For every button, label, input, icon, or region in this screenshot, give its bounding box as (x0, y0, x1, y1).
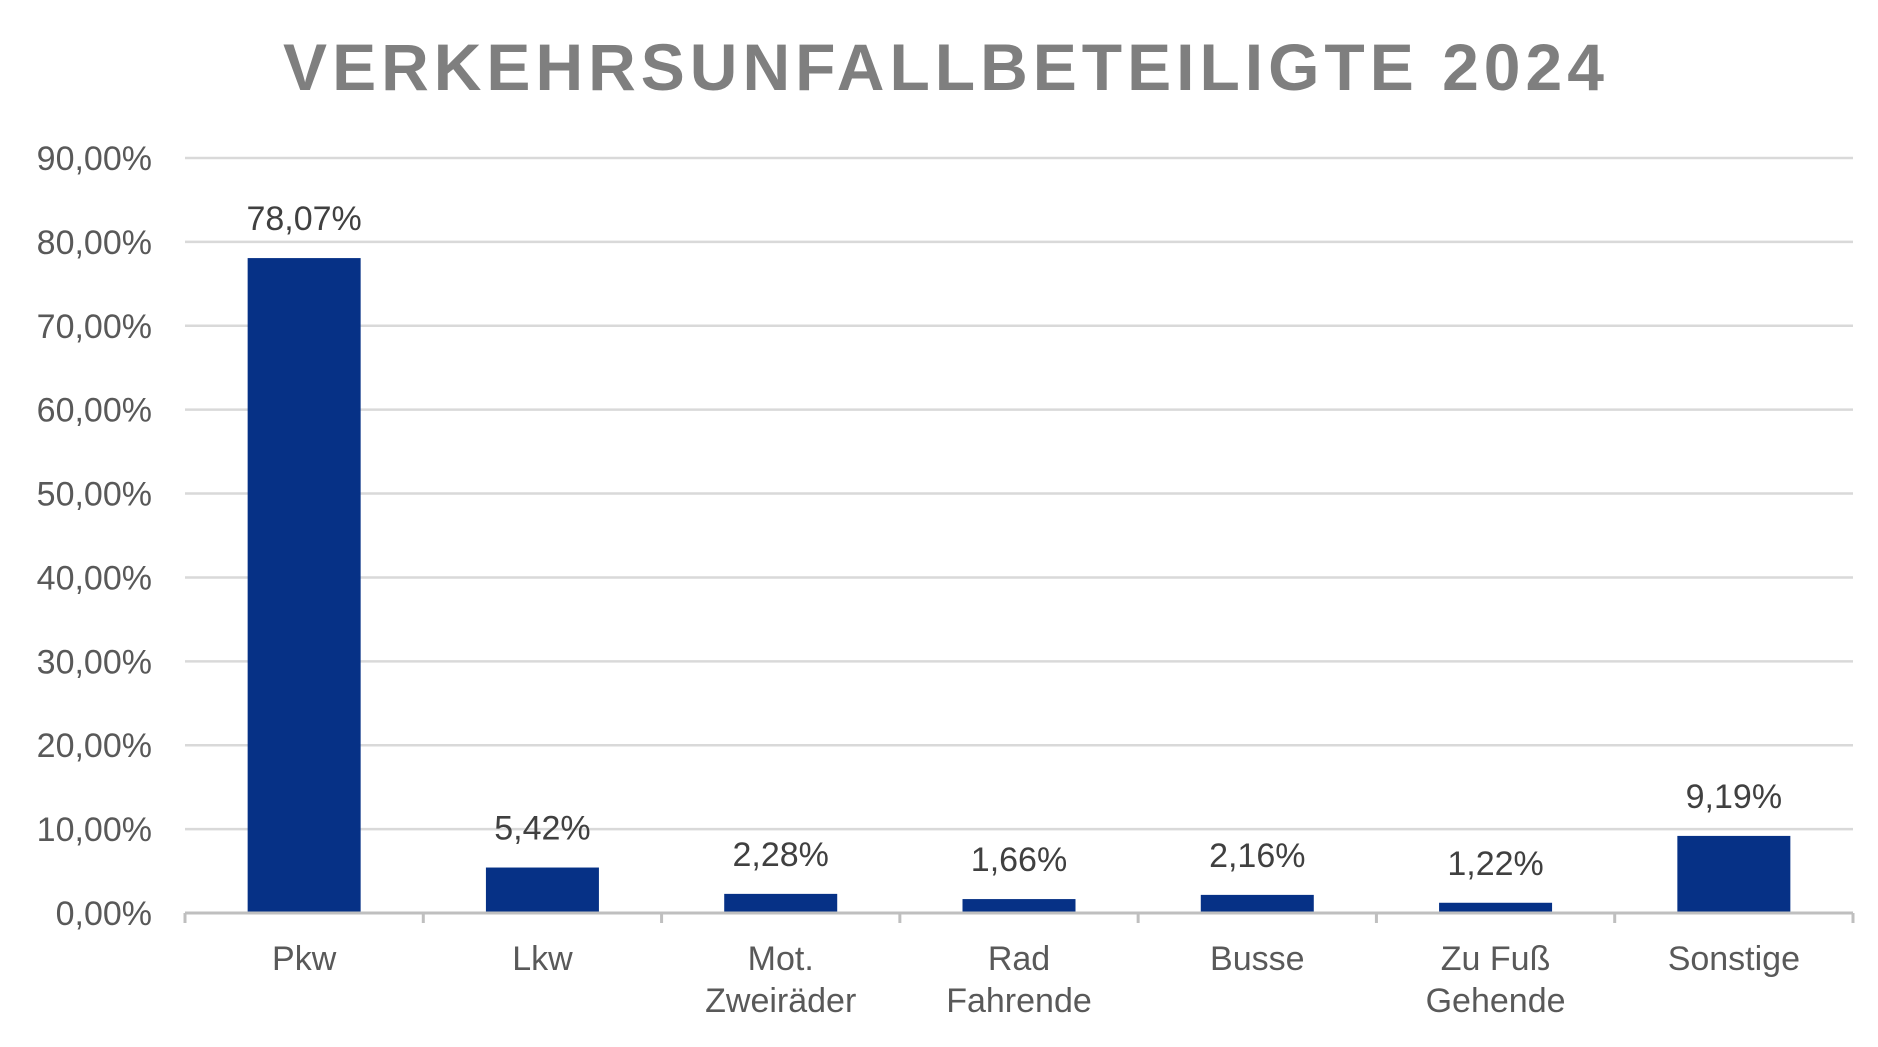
y-tick-label: 0,00% (56, 895, 152, 933)
x-tick-label: Rad (988, 940, 1050, 978)
data-label: 2,16% (1209, 837, 1305, 875)
y-axis-tick-labels: 0,00% 10,00% 20,00% 30,00% 40,00% 50,00% 60,00… (37, 140, 152, 933)
chart-title: VERKEHRSUNFALLBETEILIGTE 2024 (283, 30, 1609, 104)
x-tick-label: Mot. (748, 940, 814, 978)
data-labels: 78,07% 5,42% 2,28% 1,66% 2,16% 1,22% 9,19% (246, 200, 1782, 883)
data-label: 1,22% (1447, 845, 1543, 883)
gridlines (185, 156, 1853, 831)
x-tick-label: Gehende (1426, 982, 1566, 1020)
data-label: 1,66% (971, 841, 1067, 879)
bar (724, 893, 838, 913)
y-tick-label: 70,00% (37, 308, 152, 346)
bar (1677, 835, 1791, 913)
x-axis (183, 911, 1855, 923)
x-tick-label: Busse (1210, 940, 1305, 978)
x-tick-label: Lkw (512, 940, 573, 978)
bar (1200, 894, 1314, 913)
y-tick-label: 60,00% (37, 392, 152, 430)
x-tick-label: Sonstige (1668, 940, 1800, 978)
data-label: 78,07% (246, 200, 361, 238)
x-tick-label: Pkw (272, 940, 337, 978)
y-tick-label: 90,00% (37, 140, 152, 178)
y-tick-label: 80,00% (37, 224, 152, 262)
y-tick-label: 10,00% (37, 811, 152, 849)
bar (962, 899, 1076, 913)
data-label: 2,28% (733, 836, 829, 874)
data-label: 9,19% (1686, 778, 1782, 816)
bar (485, 867, 599, 913)
x-tick-label: Zweiräder (705, 982, 856, 1020)
x-axis-category-labels: Pkw Lkw Mot. Zweiräder Rad Fahrende Busse Zu Fu… (272, 940, 1800, 1020)
y-tick-label: 40,00% (37, 559, 152, 597)
bar (1439, 902, 1553, 913)
bars (247, 258, 1791, 913)
y-tick-label: 20,00% (37, 727, 152, 765)
y-tick-label: 50,00% (37, 476, 152, 514)
x-tick-label: Fahrende (946, 982, 1092, 1020)
y-tick-label: 30,00% (37, 643, 152, 681)
data-label: 5,42% (494, 810, 590, 848)
bar (247, 258, 361, 913)
x-tick-label: Zu Fuß (1441, 940, 1551, 978)
